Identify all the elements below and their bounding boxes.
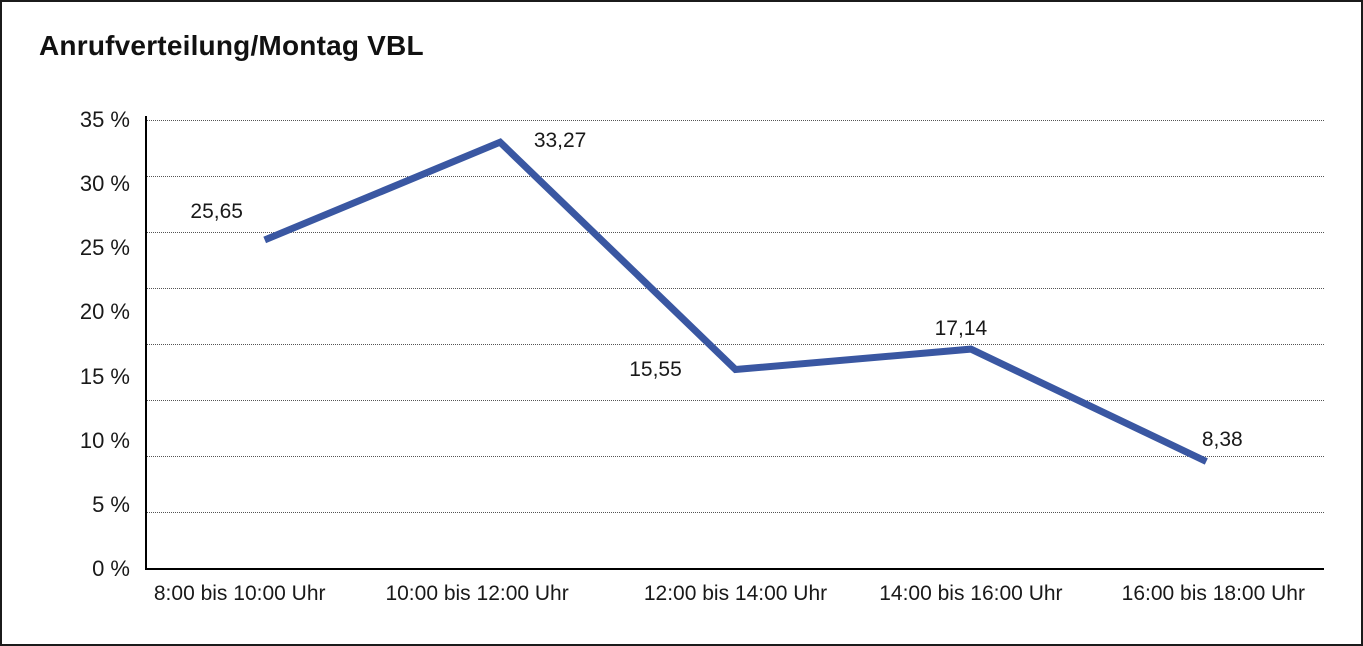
gridline (147, 344, 1324, 345)
data-point-label: 17,14 (934, 317, 988, 341)
x-axis-label: 12:00 bis 14:00 Uhr (643, 582, 828, 605)
chart-title: Anrufverteilung/Montag VBL (39, 30, 424, 61)
gridline (147, 119, 1324, 121)
y-axis-label: 20 % (79, 299, 130, 325)
x-axis-label: 16:00 bis 18:00 Uhr (1121, 582, 1305, 605)
series-line (263, 138, 1208, 465)
plot-area: 35 % 30 % 25 % 20 % 15 % 10 % 5 % 0 % 8:00 bis 1… (80, 109, 1324, 605)
gridline (147, 400, 1324, 402)
y-axis-label: 25 % (79, 235, 130, 261)
data-point-label: 15,55 (629, 357, 682, 381)
data-point-label: 33,27 (533, 129, 587, 153)
gridline (147, 456, 1324, 458)
gridline (147, 512, 1324, 514)
data-point-label: 25,65 (190, 199, 243, 223)
x-axis-label: 14:00 bis 16:00 Uhr (879, 582, 1063, 605)
x-axis-label: 10:00 bis 12:00 Uhr (385, 582, 569, 605)
y-axis-label: 10 % (79, 427, 130, 453)
line-series (263, 138, 1208, 465)
y-axis-line (145, 116, 147, 570)
gridline (147, 231, 1324, 233)
gridline (147, 287, 1324, 289)
y-axis-label: 35 % (79, 107, 130, 132)
y-axis-label: 15 % (79, 363, 130, 389)
y-axis-label: 30 % (79, 171, 130, 197)
gridline (147, 175, 1324, 177)
x-axis-label: 8:00 bis 10:00 Uhr (153, 582, 326, 605)
y-axis-label: 5 % (92, 491, 130, 517)
y-axis-label: 0 % (92, 556, 130, 581)
x-axis-line (145, 568, 1324, 570)
data-point-label: 8,38 (1201, 428, 1243, 452)
